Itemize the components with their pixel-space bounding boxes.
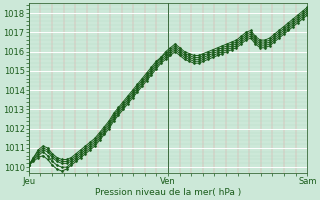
X-axis label: Pression niveau de la mer( hPa ): Pression niveau de la mer( hPa ) — [95, 188, 241, 197]
